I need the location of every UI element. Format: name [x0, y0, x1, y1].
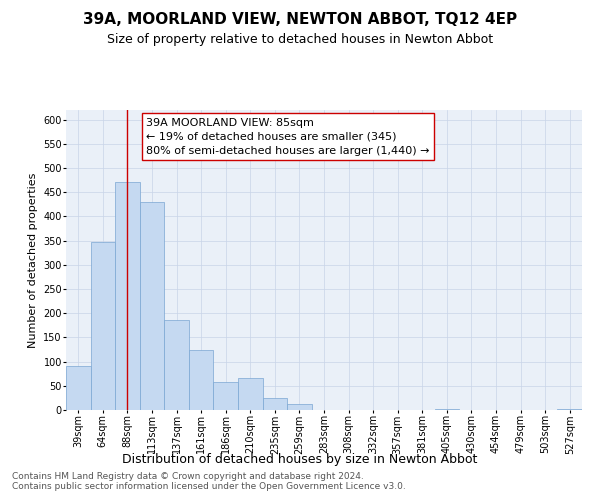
Y-axis label: Number of detached properties: Number of detached properties: [28, 172, 38, 348]
Bar: [164, 320, 189, 410]
Bar: [434, 408, 459, 410]
Bar: [287, 404, 312, 410]
Bar: [214, 382, 238, 410]
Text: Distribution of detached houses by size in Newton Abbot: Distribution of detached houses by size …: [122, 452, 478, 466]
Bar: [238, 378, 263, 410]
Text: Contains HM Land Registry data © Crown copyright and database right 2024.: Contains HM Land Registry data © Crown c…: [12, 472, 364, 481]
Text: Contains public sector information licensed under the Open Government Licence v3: Contains public sector information licen…: [12, 482, 406, 491]
Bar: [115, 182, 140, 410]
Text: Size of property relative to detached houses in Newton Abbot: Size of property relative to detached ho…: [107, 32, 493, 46]
Bar: [189, 350, 214, 410]
Bar: [140, 202, 164, 410]
Text: 39A MOORLAND VIEW: 85sqm
← 19% of detached houses are smaller (345)
80% of semi-: 39A MOORLAND VIEW: 85sqm ← 19% of detach…: [146, 118, 430, 156]
Bar: [263, 398, 287, 410]
Text: 39A, MOORLAND VIEW, NEWTON ABBOT, TQ12 4EP: 39A, MOORLAND VIEW, NEWTON ABBOT, TQ12 4…: [83, 12, 517, 28]
Bar: [557, 408, 582, 410]
Bar: [91, 242, 115, 410]
Bar: [66, 366, 91, 410]
